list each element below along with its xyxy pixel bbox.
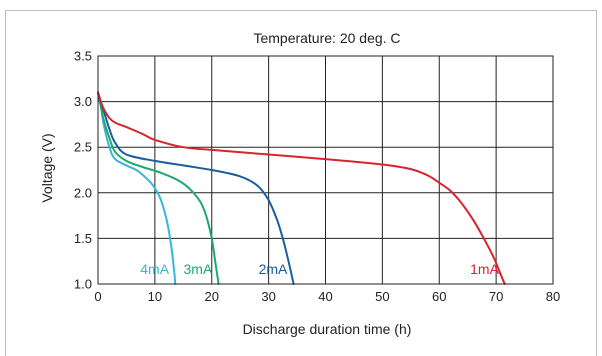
y-tick-label: 1.5: [74, 231, 92, 246]
x-tick-label: 30: [261, 289, 275, 304]
series-line-2ma: [97, 91, 295, 285]
series-label-4ma: 4mA: [140, 261, 169, 277]
chart-title: Temperature: 20 deg. C: [253, 30, 400, 46]
axes: [97, 55, 554, 285]
series-line-3ma: [97, 91, 220, 285]
tick-labels: 0 10 20 30 40 50 60 70 80 1.0 1.5 2.0 2.5 3.0 3.5 4mA 3m…: [74, 49, 560, 305]
x-tick-label: 20: [205, 289, 219, 304]
x-tick-label: 40: [318, 289, 332, 304]
x-tick-label: 70: [489, 289, 503, 304]
x-tick-label: 50: [375, 289, 389, 304]
x-axis-label: Discharge duration time (h): [243, 321, 412, 337]
y-axis-label: Voltage (V): [39, 133, 55, 202]
chart-frame: [5, 10, 597, 356]
series-line-1ma: [97, 91, 506, 285]
series-label-2ma: 2mA: [259, 261, 288, 277]
x-tick-label: 0: [94, 289, 101, 304]
grid-lines: [98, 56, 553, 284]
y-tick-label: 1.0: [74, 277, 92, 292]
x-tick-label: 10: [148, 289, 162, 304]
series-label-1ma: 1mA: [470, 261, 499, 277]
y-tick-label: 3.0: [74, 94, 92, 109]
series-lines: [97, 91, 506, 285]
x-tick-label: 80: [546, 289, 560, 304]
y-tick-label: 2.0: [74, 185, 92, 200]
y-tick-label: 2.5: [74, 140, 92, 155]
series-line-4ma: [97, 91, 177, 285]
series-label-3ma: 3mA: [184, 261, 213, 277]
x-tick-label: 60: [432, 289, 446, 304]
y-tick-label: 3.5: [74, 49, 92, 64]
plot-border: [97, 55, 554, 285]
